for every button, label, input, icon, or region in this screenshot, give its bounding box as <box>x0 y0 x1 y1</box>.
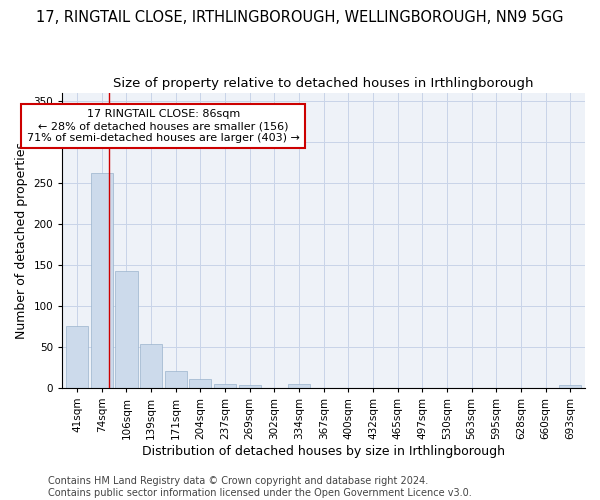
Bar <box>559 384 581 388</box>
Title: Size of property relative to detached houses in Irthlingborough: Size of property relative to detached ho… <box>113 78 534 90</box>
Bar <box>91 174 113 388</box>
Bar <box>190 379 211 388</box>
Y-axis label: Number of detached properties: Number of detached properties <box>15 142 28 339</box>
Bar <box>239 384 261 388</box>
Text: 17, RINGTAIL CLOSE, IRTHLINGBOROUGH, WELLINGBOROUGH, NN9 5GG: 17, RINGTAIL CLOSE, IRTHLINGBOROUGH, WEL… <box>36 10 564 25</box>
Bar <box>140 344 162 388</box>
Bar <box>66 326 88 388</box>
Bar <box>288 384 310 388</box>
X-axis label: Distribution of detached houses by size in Irthlingborough: Distribution of detached houses by size … <box>142 444 505 458</box>
Text: 17 RINGTAIL CLOSE: 86sqm
← 28% of detached houses are smaller (156)
71% of semi-: 17 RINGTAIL CLOSE: 86sqm ← 28% of detach… <box>27 110 300 142</box>
Bar <box>214 384 236 388</box>
Bar <box>164 370 187 388</box>
Text: Contains HM Land Registry data © Crown copyright and database right 2024.
Contai: Contains HM Land Registry data © Crown c… <box>48 476 472 498</box>
Bar <box>115 270 137 388</box>
